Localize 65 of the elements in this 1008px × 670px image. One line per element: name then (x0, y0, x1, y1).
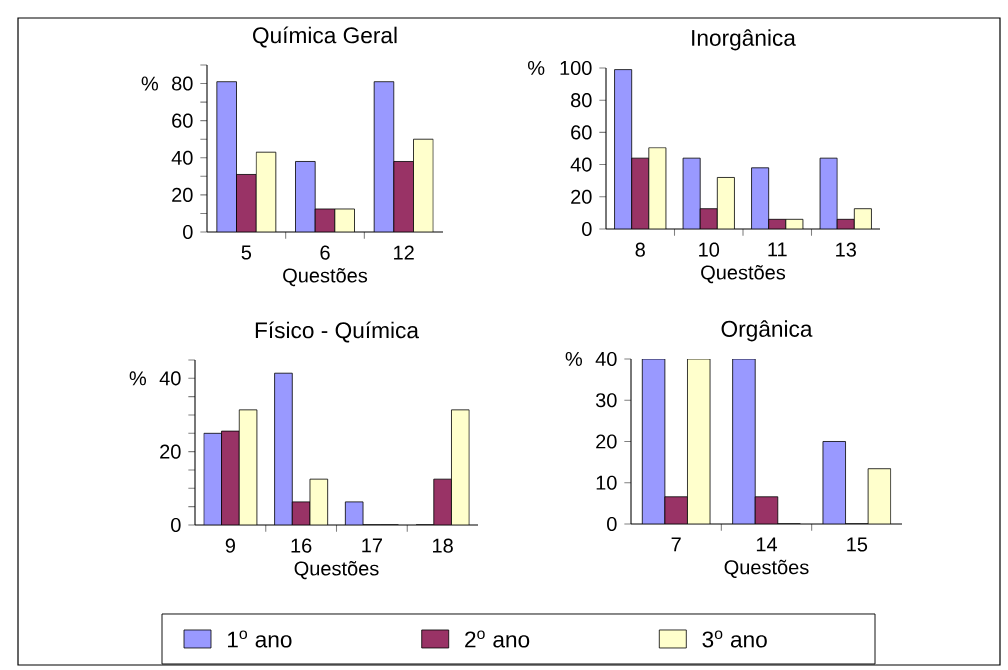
bar (373, 81, 395, 232)
bar (221, 431, 240, 525)
y-tick-label: 0 (171, 517, 181, 533)
x-tick-label: 12 (394, 245, 414, 260)
bar (236, 174, 257, 232)
y-tick-label: 40 (159, 371, 181, 386)
y-tick-label: 20 (172, 187, 193, 202)
x-tick-label: 10 (699, 242, 720, 257)
y-tick-label: 10 (596, 475, 617, 490)
bar (819, 157, 838, 229)
bar (451, 409, 470, 525)
x-tick-label: 17 (362, 538, 382, 553)
x-tick-label: 11 (768, 242, 787, 257)
y-axis-title: % (528, 61, 545, 75)
y-axis-title: % (129, 371, 147, 386)
x-tick-label: 14 (756, 537, 778, 552)
legend-label: 1$^{o}$ ano (228, 630, 292, 648)
x-tick-label: 6 (320, 245, 330, 260)
bar (683, 158, 701, 229)
x-axis-title: Questões (724, 559, 809, 578)
y-tick-label: 20 (160, 444, 181, 459)
y-axis-title: % (565, 352, 583, 366)
x-tick-label: 18 (433, 538, 453, 553)
chart-title: Química Geral (253, 26, 397, 48)
x-axis-title: Questões (283, 268, 368, 287)
bar (642, 358, 665, 524)
bar (433, 478, 452, 525)
legend-label: 2$^{o}$ ano (465, 630, 530, 648)
y-tick-label: 40 (595, 351, 617, 367)
y-tick-label: 0 (582, 221, 592, 237)
chart-title: Orgânica (721, 320, 813, 342)
bar (732, 358, 756, 524)
chart-title: Físico - Química (255, 321, 419, 343)
y-tick-label: 80 (571, 93, 592, 108)
bar (393, 161, 414, 232)
x-tick-label: 13 (836, 242, 856, 257)
x-tick-label: 7 (671, 537, 681, 552)
x-tick-label: 9 (225, 538, 235, 553)
y-axis-title: % (141, 76, 159, 91)
y-tick-label: 0 (607, 516, 617, 532)
x-tick-label: 8 (635, 242, 645, 257)
y-tick-label: 80 (172, 76, 193, 91)
y-tick-label: 40 (570, 157, 592, 172)
bar (822, 441, 846, 524)
y-tick-label: 100 (560, 60, 592, 76)
y-tick-label: 20 (596, 434, 617, 449)
y-tick-label: 30 (595, 393, 617, 408)
x-axis-title: Questões (701, 265, 786, 284)
bar (295, 161, 316, 232)
y-tick-label: 60 (172, 113, 193, 128)
bar (631, 158, 649, 229)
chart-title: Inorgânica (692, 29, 796, 51)
bar (751, 167, 769, 229)
x-tick-label: 15 (847, 537, 868, 552)
x-tick-label: 5 (241, 245, 252, 260)
y-tick-label: 40 (171, 150, 193, 165)
legend-label: 3$^{o}$ ano (702, 630, 767, 648)
bar (216, 81, 237, 232)
bar (614, 69, 632, 229)
y-tick-label: 60 (571, 125, 592, 140)
x-tick-label: 16 (291, 538, 312, 553)
bar (413, 138, 434, 232)
y-tick-label: 0 (183, 224, 193, 240)
y-tick-label: 20 (571, 189, 592, 204)
x-axis-title: Questões (294, 561, 379, 580)
